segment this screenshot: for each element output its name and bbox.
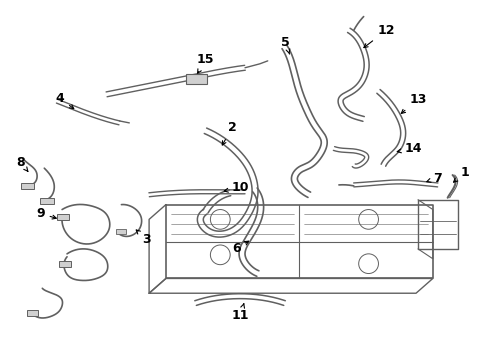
Text: 15: 15	[196, 53, 214, 73]
FancyBboxPatch shape	[40, 198, 54, 204]
FancyBboxPatch shape	[186, 74, 207, 84]
Text: 13: 13	[401, 93, 427, 113]
Text: 12: 12	[364, 24, 395, 48]
Text: 8: 8	[16, 156, 28, 171]
Text: 1: 1	[454, 166, 469, 182]
FancyBboxPatch shape	[26, 310, 38, 316]
FancyBboxPatch shape	[57, 215, 69, 220]
Text: 14: 14	[397, 142, 422, 155]
Text: 5: 5	[281, 36, 290, 54]
FancyBboxPatch shape	[21, 183, 34, 189]
Text: 10: 10	[224, 181, 249, 194]
Text: 2: 2	[222, 121, 237, 145]
FancyBboxPatch shape	[117, 229, 126, 234]
FancyBboxPatch shape	[59, 261, 71, 267]
Text: 3: 3	[136, 230, 150, 246]
Text: 9: 9	[36, 207, 56, 220]
Text: 4: 4	[56, 92, 74, 109]
Text: 11: 11	[231, 303, 249, 322]
Text: 7: 7	[427, 171, 442, 185]
Text: 6: 6	[232, 241, 248, 255]
